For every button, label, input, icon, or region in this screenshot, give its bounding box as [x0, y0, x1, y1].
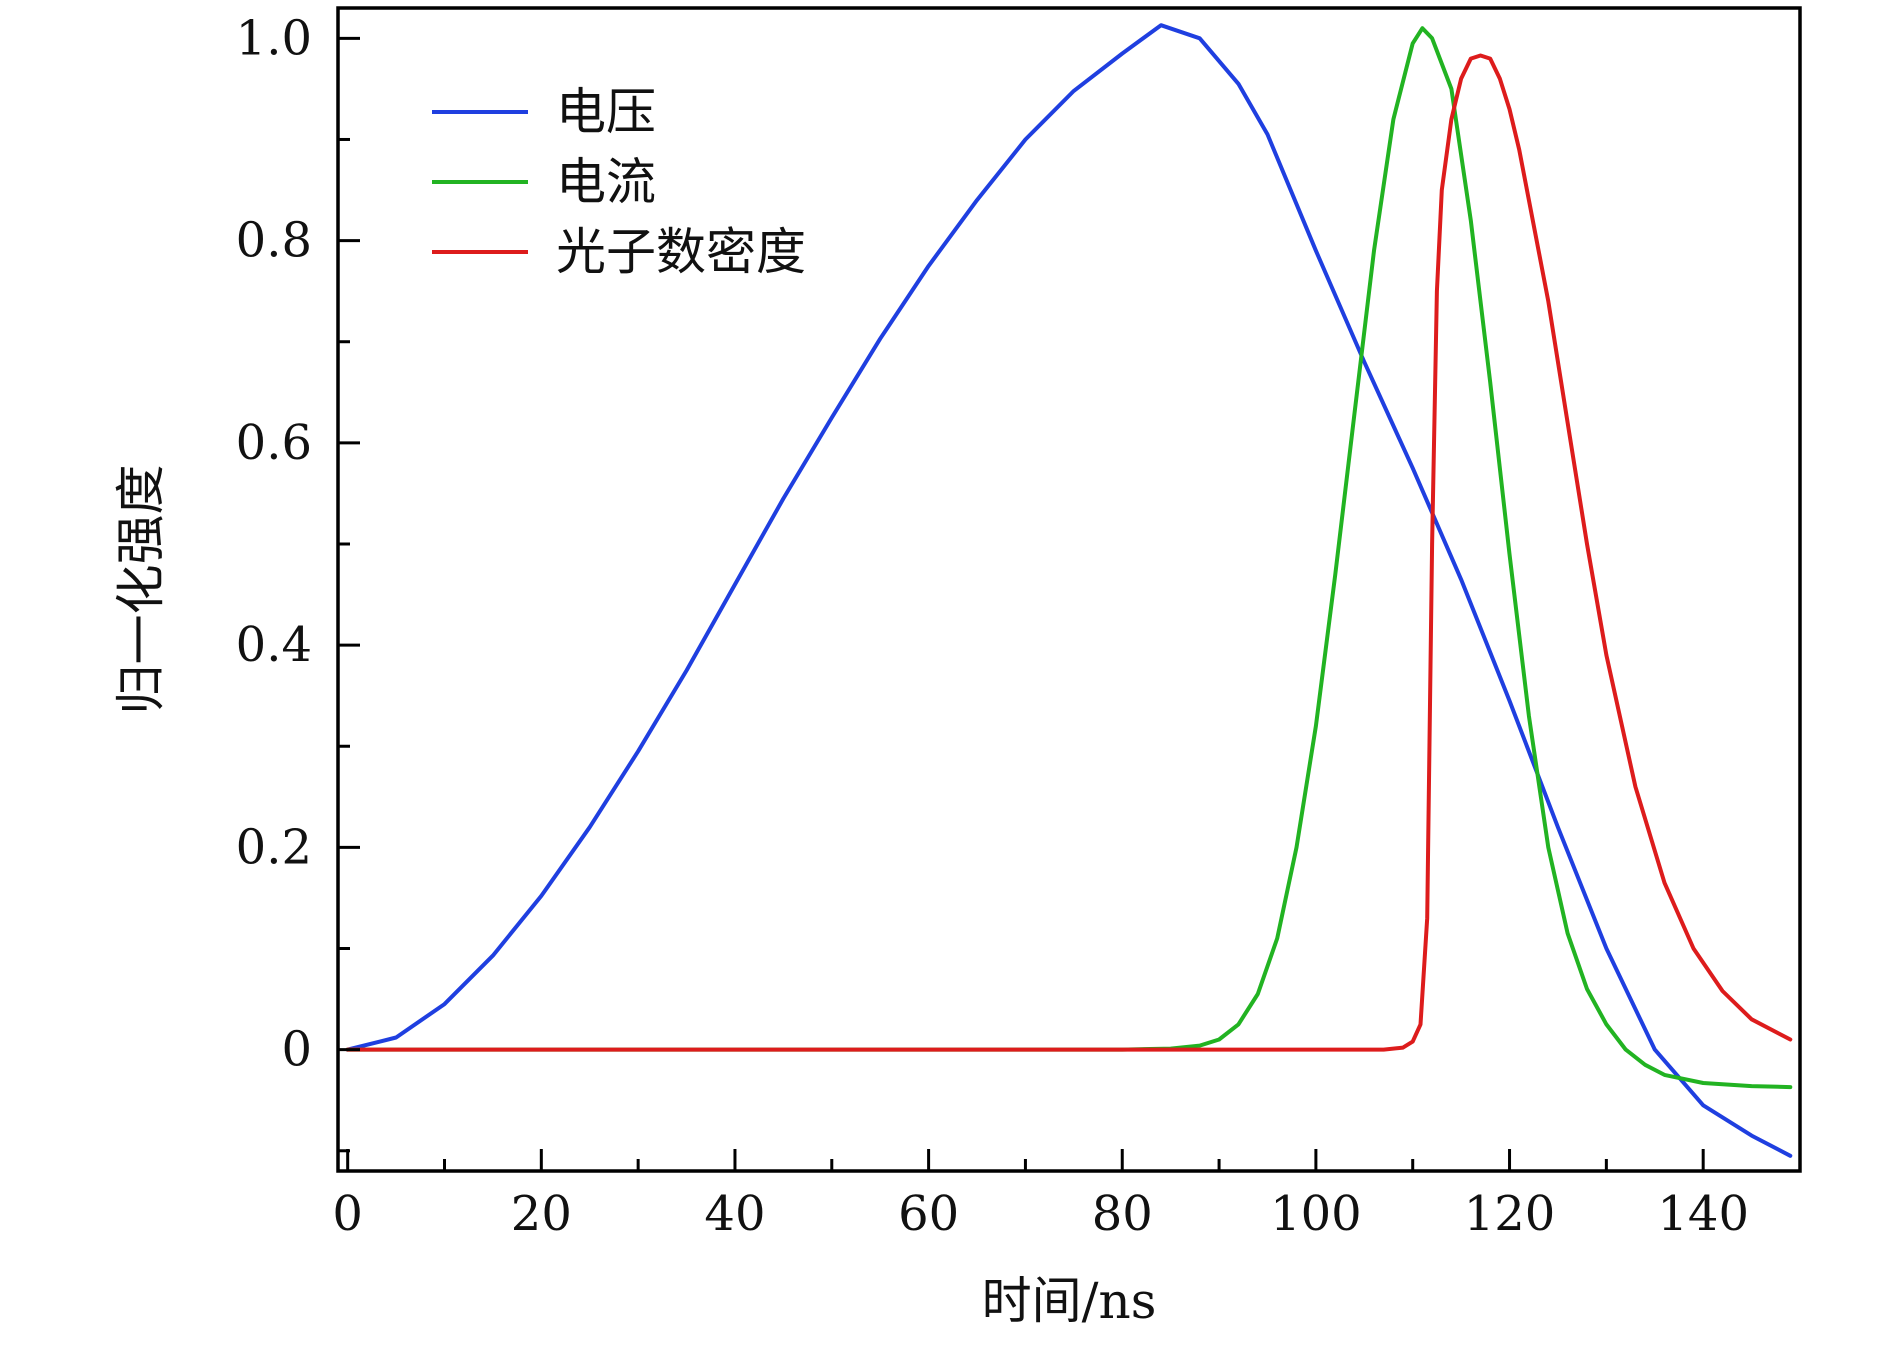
y-tick-label: 1.0 — [236, 10, 312, 66]
y-tick-label: 0 — [281, 1022, 312, 1078]
plot-frame — [336, 6, 1802, 1173]
x-tick-label: 80 — [1092, 1186, 1153, 1242]
x-tick-label: 120 — [1464, 1186, 1556, 1242]
series-line — [345, 53, 1793, 1052]
x-tick-label: 40 — [704, 1186, 765, 1242]
y-axis-title: 归一化强度 — [112, 465, 170, 715]
y-tick-label: 0.2 — [236, 819, 312, 875]
x-tick-label: 0 — [332, 1186, 363, 1242]
legend-label: 电流 — [556, 153, 656, 211]
legend-label: 电压 — [556, 83, 656, 141]
tick-labels-layer: 0 20 40 60 80 100 120 140 0 0.2 0.4 0.6 0.8 1.0 — [236, 10, 1749, 1242]
x-tick-label: 20 — [511, 1186, 572, 1242]
ticks-layer — [338, 36, 1705, 1171]
y-tick-label: 0.6 — [236, 415, 312, 471]
series-line — [345, 26, 1793, 1090]
series-line — [345, 23, 1793, 1158]
x-tick-label: 100 — [1270, 1186, 1362, 1242]
y-tick-label: 0.8 — [236, 213, 312, 269]
legend-label: 光子数密度 — [556, 223, 806, 281]
series-layer — [345, 23, 1793, 1158]
x-axis-title: 时间/ns — [982, 1272, 1157, 1330]
y-tick-label: 0.4 — [236, 617, 312, 673]
x-tick-label: 60 — [898, 1186, 959, 1242]
x-tick-label: 140 — [1657, 1186, 1749, 1242]
